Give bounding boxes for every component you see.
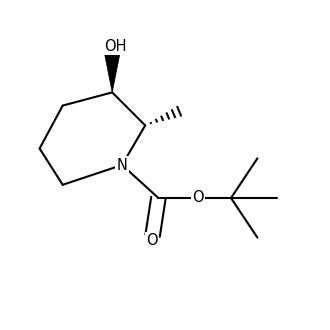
Text: OH: OH bbox=[104, 39, 127, 54]
Text: O: O bbox=[192, 190, 204, 206]
Text: N: N bbox=[117, 157, 127, 173]
Text: O: O bbox=[146, 233, 158, 248]
Polygon shape bbox=[104, 51, 120, 92]
